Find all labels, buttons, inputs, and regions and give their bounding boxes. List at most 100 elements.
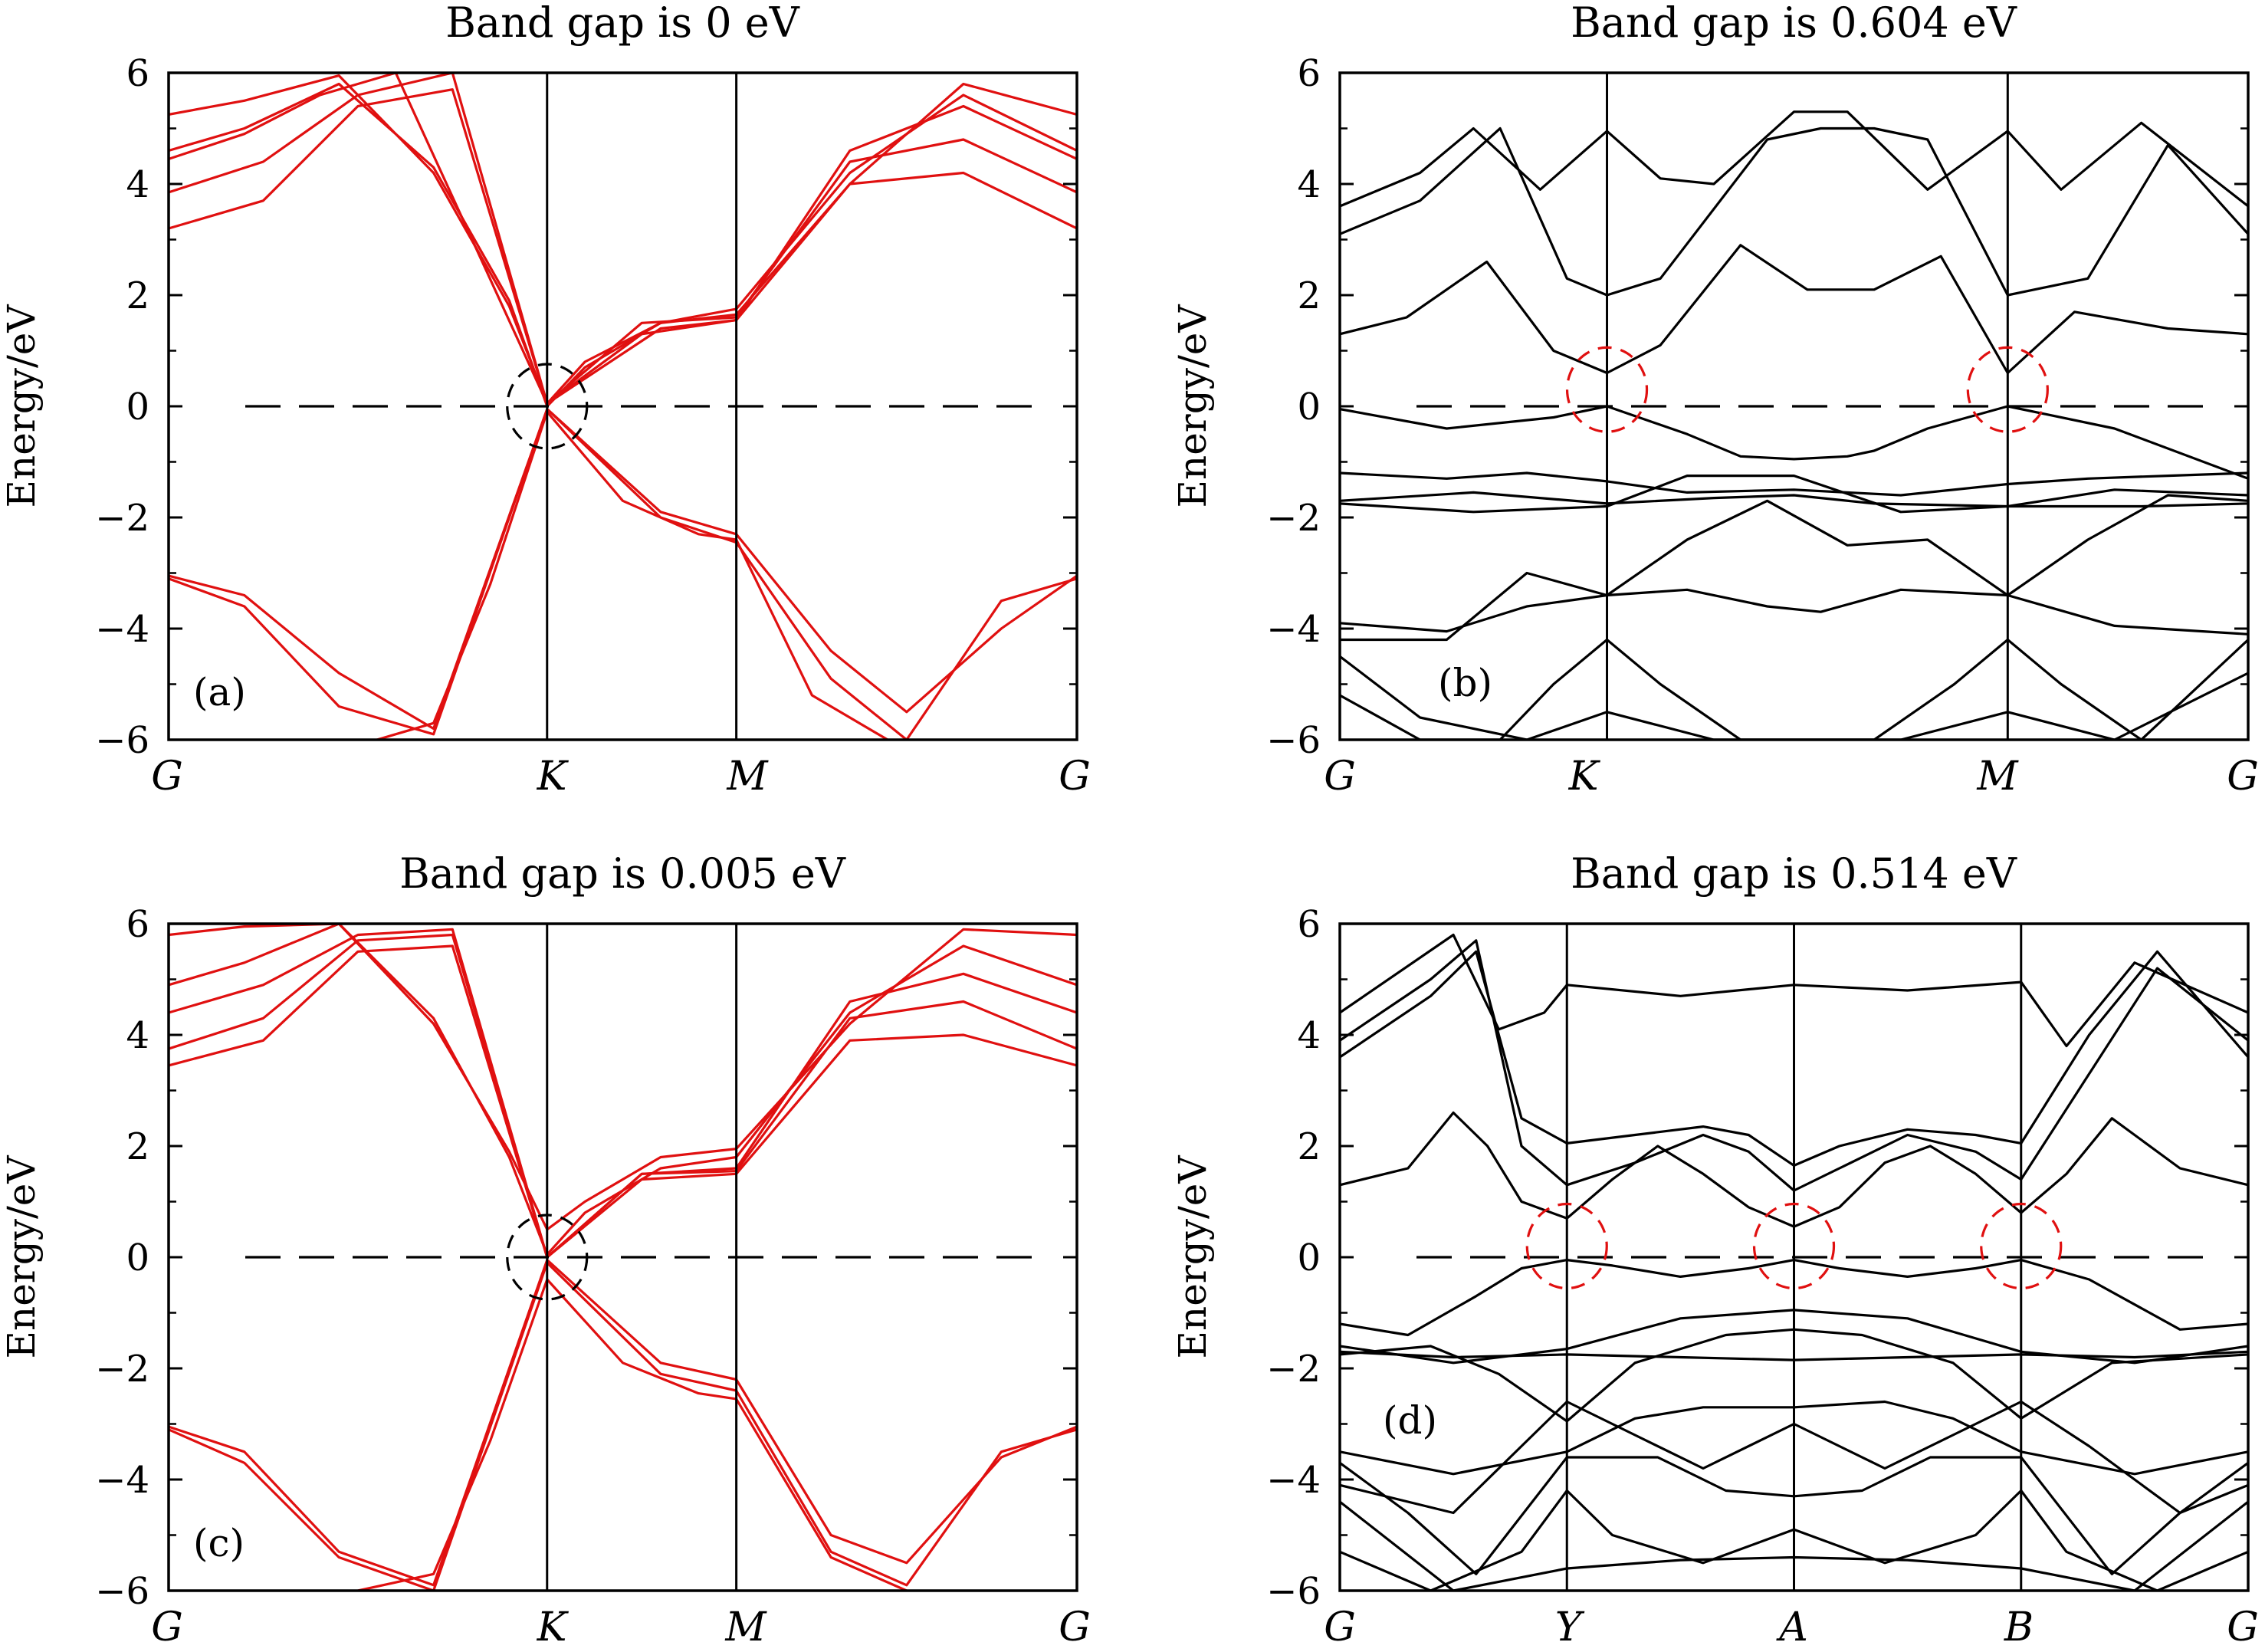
y-tick-label: −4	[1266, 608, 1321, 651]
bands	[169, 924, 1077, 1591]
band-gap-marker	[1752, 1202, 1836, 1290]
panel-label: (c)	[193, 1521, 245, 1565]
band-line	[169, 407, 1077, 731]
band-line	[1340, 110, 2248, 208]
k-point-label: G	[1059, 754, 1091, 800]
k-point-label: K	[537, 1604, 570, 1650]
y-axis-label: Energy/eV	[0, 1155, 44, 1359]
plot-area	[167, 922, 1078, 1592]
y-axis-label: Energy/eV	[1170, 1155, 1215, 1359]
band-line	[1340, 471, 2248, 497]
y-tick-label: 6	[126, 52, 149, 95]
band-line	[1340, 939, 2248, 1192]
plot-frame	[1338, 71, 2250, 741]
band-line	[376, 410, 888, 740]
band-gap-marker	[1525, 1202, 1608, 1290]
y-tick-label: −2	[95, 1348, 149, 1391]
k-point-label: M	[1976, 754, 2019, 800]
y-tick-label: 4	[126, 1014, 149, 1057]
k-point-labels: G K M G	[1324, 754, 2259, 800]
k-point-label: G	[151, 1604, 183, 1650]
plot-area	[167, 71, 1078, 741]
y-tick-label: −6	[1266, 1570, 1321, 1613]
band-line	[169, 407, 1077, 740]
y-tick-label: 6	[1297, 903, 1321, 946]
band-line	[169, 88, 1077, 406]
y-tick-label: 2	[1297, 1125, 1321, 1168]
k-point-label: M	[724, 1604, 767, 1650]
band-line	[1340, 494, 2248, 642]
band-line	[1340, 491, 2248, 508]
y-tick-label: 4	[1297, 163, 1321, 206]
k-point-label: G	[151, 754, 183, 800]
band-line	[1340, 950, 2248, 1168]
band-line	[1340, 1328, 2248, 1423]
band-line	[169, 924, 1077, 1256]
y-tick-label: 6	[1297, 52, 1321, 95]
k-point-label: A	[1776, 1604, 1808, 1650]
band-line	[1340, 405, 2248, 480]
panel-title: Band gap is 0 eV	[445, 0, 800, 47]
y-tick-labels: 6 4 2 0 −2 −4 −6	[95, 52, 149, 762]
k-point-labels: G K M G	[151, 1604, 1091, 1650]
y-axis-label: Energy/eV	[0, 304, 44, 508]
y-axis-label: Energy/eV	[1170, 304, 1215, 508]
y-tick-label: 0	[1297, 386, 1321, 429]
band-gap-marker	[506, 363, 589, 450]
band-gap-marker	[506, 1214, 589, 1301]
y-tick-label: −4	[1266, 1459, 1321, 1502]
band-line	[169, 74, 1077, 406]
k-point-label: G	[1324, 1604, 1356, 1650]
panel-label: (a)	[193, 670, 246, 714]
y-tick-label: 2	[1297, 274, 1321, 317]
k-point-label: M	[726, 754, 769, 800]
band-line	[1340, 933, 2248, 1048]
panel-a: Band gap is 0 eV Energy/eV 6 4 2 0 −2 −4…	[0, 0, 1091, 800]
band-line	[1340, 655, 2248, 740]
y-tick-label: 2	[126, 1125, 149, 1168]
k-point-label: Y	[1555, 1604, 1585, 1650]
panel-title: Band gap is 0.514 eV	[1571, 849, 2017, 898]
k-point-labels: G Y A B G	[1324, 1604, 2259, 1650]
panel-label: (d)	[1383, 1398, 1437, 1443]
band-line	[169, 924, 1077, 1231]
k-point-label: G	[2227, 754, 2259, 800]
y-tick-labels: 6 4 2 0 −2 −4 −6	[1266, 52, 1321, 762]
band-line	[1340, 126, 2248, 297]
y-tick-label: −6	[1266, 719, 1321, 762]
plot-frame	[1338, 922, 2250, 1592]
plot-frame	[167, 71, 1078, 741]
band-line	[169, 73, 1077, 406]
panel-b: Band gap is 0.604 eV Energy/eV 6 4 2 0 −…	[1170, 0, 2259, 800]
y-tick-label: −4	[95, 608, 149, 651]
bands	[169, 73, 1077, 740]
k-point-label: G	[1324, 754, 1356, 800]
band-gap-marker	[1966, 346, 2049, 433]
k-point-labels: G K M G	[151, 754, 1091, 800]
band-line	[1340, 244, 2248, 375]
band-line	[1340, 474, 2248, 514]
bands	[1340, 110, 2248, 740]
y-tick-label: 0	[126, 1237, 149, 1279]
band-line	[169, 933, 1077, 1259]
band-line	[169, 944, 1077, 1259]
y-tick-label: 2	[126, 274, 149, 317]
k-point-label: G	[1059, 1604, 1091, 1650]
y-tick-label: 6	[126, 903, 149, 946]
band-gap-marker	[1565, 346, 1649, 433]
k-point-label: K	[537, 754, 570, 800]
y-tick-label: −6	[95, 719, 149, 762]
band-line	[1340, 1111, 2248, 1228]
y-tick-label: 0	[126, 386, 149, 429]
panel-title: Band gap is 0.604 eV	[1571, 0, 2017, 47]
band-line	[169, 928, 1077, 1259]
y-tick-label: −2	[95, 497, 149, 540]
y-tick-label: 0	[1297, 1237, 1321, 1279]
band-line	[169, 1261, 1077, 1591]
plot-area	[1338, 922, 2250, 1592]
band-line	[169, 73, 1077, 406]
y-tick-labels: 6 4 2 0 −2 −4 −6	[95, 903, 149, 1613]
band-line	[1340, 638, 2248, 740]
plot-frame	[167, 922, 1078, 1592]
